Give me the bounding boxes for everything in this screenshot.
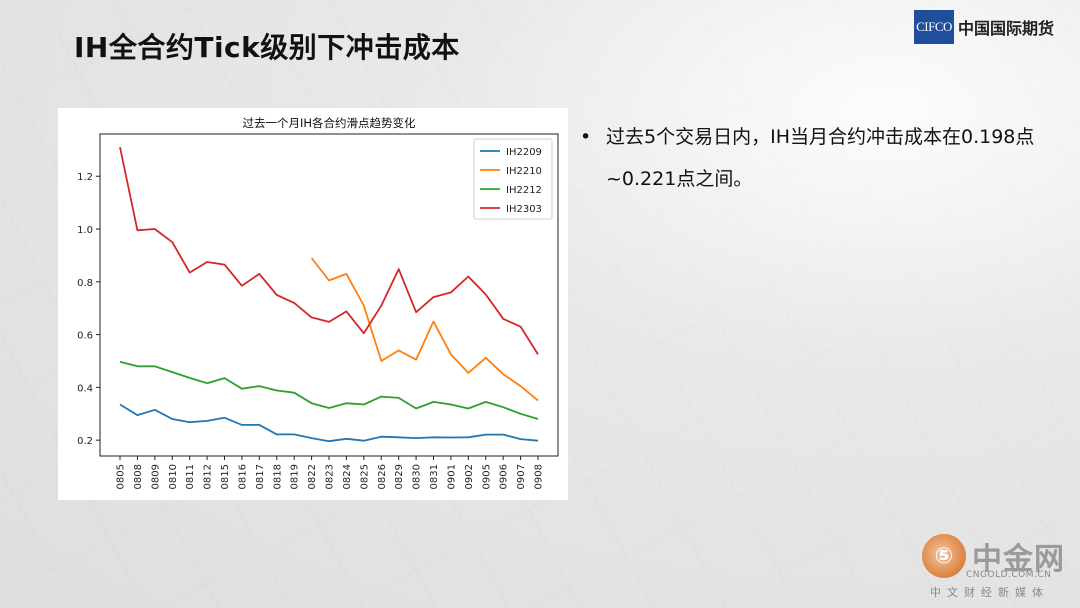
watermark: ⑤ 中金网 [922,534,1065,578]
x-tick-label: 0817 [255,464,266,489]
x-tick-label: 0902 [464,464,475,489]
series-lines [119,147,539,443]
company-logo: CIFCO 中国国际期货 [914,10,1054,44]
x-tick-label: 0812 [203,464,214,489]
x-tick-label: 0822 [307,464,318,489]
y-tick-label: 0.8 [77,278,93,289]
bullet-point: • 过去5个交易日内，IH当月合约冲击成本在0.198点~0.221点之间。 [580,116,1052,200]
y-tick-label: 0.6 [77,331,93,342]
x-tick-label: 0816 [237,464,248,489]
legend-label: IH2209 [506,147,542,158]
series-line-ih2209 [119,403,539,443]
y-tick-label: 1.2 [77,172,93,183]
x-tick-label: 0901 [446,464,457,489]
x-tick-label: 0831 [429,464,440,489]
legend-box [473,138,553,220]
x-tick-label: 0824 [342,464,353,489]
series-line-ih2210 [310,257,539,402]
x-tick-label: 0825 [359,464,370,489]
legend-label: IH2303 [506,204,542,215]
legend-label: IH2212 [506,185,542,196]
x-tick-label: 0818 [272,464,283,489]
x-tick-label: 0805 [116,464,127,489]
bullet-dot: • [580,126,592,148]
x-tick-label: 0811 [185,464,196,489]
legend: IH2209 IH2210 IH2212 IH2303 [473,138,553,220]
chart-panel: 过去一个月IH各合约滑点趋势变化 0.2 0.4 0.6 0.8 1.0 1.2 0805 0… [58,108,568,500]
slide-title: IH全合约Tick级别下冲击成本 [74,31,460,64]
x-tick-label: 0906 [499,464,510,489]
x-tick-label: 0809 [150,464,161,489]
bullet-text: 过去5个交易日内，IH当月合约冲击成本在0.198点~0.221点之间。 [606,126,1035,190]
y-tick-label: 1.0 [77,225,93,236]
watermark-logo-icon: ⑤ [922,534,966,578]
watermark-name: 中金网 [972,542,1065,577]
x-tick-label: 0815 [220,464,231,489]
x-tick-label: 0905 [481,464,492,489]
x-tick-label: 0907 [516,464,527,489]
watermark-url: CNGOLD.COM.CN [966,570,1052,580]
chart-title: 过去一个月IH各合约滑点趋势变化 [242,116,416,130]
x-tick-label: 0808 [133,464,144,489]
axis-ticks: 0.2 0.4 0.6 0.8 1.0 1.2 0805 0808 0809 0810 0811 08… [77,172,544,489]
x-tick-label: 0826 [377,464,388,489]
y-tick-label: 0.4 [77,383,93,394]
logo-box: CIFCO [914,10,954,44]
legend-label: IH2210 [506,166,542,177]
watermark-subtitle: 中文财经新媒体 [930,586,1049,599]
x-tick-label: 0829 [394,464,405,489]
logo-name: 中国国际期货 [958,19,1055,38]
series-line-ih2212 [119,360,539,420]
x-tick-label: 0823 [325,464,336,489]
x-tick-label: 0810 [168,464,179,489]
y-tick-label: 0.2 [77,436,93,447]
x-tick-label: 0819 [290,464,301,489]
x-tick-label: 0908 [534,464,545,489]
series-line-ih2303 [119,147,539,355]
x-tick-label: 0830 [412,464,423,489]
